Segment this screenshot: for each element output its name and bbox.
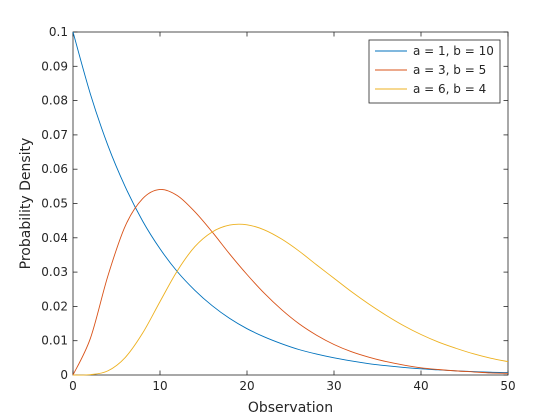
legend-label-1: a = 1, b = 10: [413, 44, 494, 58]
series-group: [72, 31, 509, 376]
x-tick-label: 20: [239, 379, 254, 393]
x-tick-label: 40: [413, 379, 428, 393]
y-tick-label: 0.09: [41, 59, 68, 73]
y-tick-label: 0.1: [49, 25, 68, 39]
x-tick-label: 30: [326, 379, 341, 393]
y-tick-label: 0: [60, 368, 68, 382]
legend-box: [368, 39, 501, 104]
axis-ticks: 0 10 20 30 40 50 0 0.01 0.02 0.03 0.04 0.05 0.06 0.07…: [41, 25, 515, 393]
y-tick-label: 0.08: [41, 94, 68, 108]
y-tick-label: 0.06: [41, 162, 68, 176]
y-tick-label: 0.02: [41, 299, 68, 313]
legend-label-2: a = 3, b = 5: [413, 63, 486, 77]
legend: a = 1, b = 10 a = 3, b = 5 a = 6, b = 4: [368, 39, 501, 104]
series-line-3: [72, 223, 509, 376]
y-tick-label: 0.03: [41, 265, 68, 279]
y-tick-label: 0.05: [41, 197, 68, 211]
x-tick-label: 50: [500, 379, 515, 393]
legend-label-3: a = 6, b = 4: [413, 82, 486, 96]
x-tick-label: 10: [152, 379, 167, 393]
y-tick-label: 0.07: [41, 128, 68, 142]
x-tick-label: 0: [69, 379, 77, 393]
x-axis-label: Observation: [248, 400, 333, 416]
series-line-2: [72, 188, 509, 376]
y-tick-label: 0.01: [41, 334, 68, 348]
y-axis-label: Probability Density: [18, 138, 34, 270]
y-tick-label: 0.04: [41, 231, 68, 245]
